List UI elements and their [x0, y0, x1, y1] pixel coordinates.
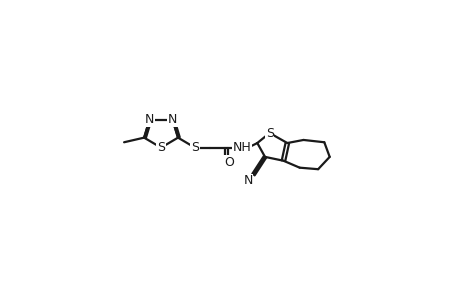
- Text: N: N: [145, 113, 154, 126]
- Text: O: O: [224, 156, 233, 169]
- Text: N: N: [243, 174, 252, 187]
- Text: NH: NH: [232, 141, 251, 154]
- Text: N: N: [168, 113, 177, 126]
- Text: S: S: [157, 141, 165, 154]
- Text: S: S: [265, 127, 273, 140]
- Text: S: S: [190, 141, 198, 154]
